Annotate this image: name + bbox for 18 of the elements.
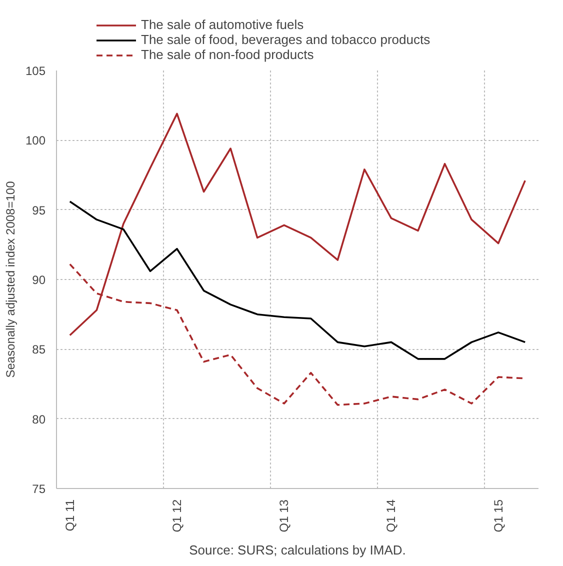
x-tick-label: Q1 12 <box>170 499 184 532</box>
y-tick-label: 105 <box>25 64 46 78</box>
y-tick-label: 75 <box>32 482 46 496</box>
y-axis-title: Seasonally adjusted index 2008=100 <box>3 180 18 378</box>
x-tick-label: Q1 13 <box>277 499 292 532</box>
x-tick-label: Q1 14 <box>384 499 398 532</box>
x-tick-label: Q1 15 <box>491 499 506 532</box>
y-tick-label: 85 <box>32 342 46 357</box>
y-tick-label: 90 <box>32 273 46 287</box>
x-tick-label: Q1 11 <box>62 499 77 532</box>
legend-label: The sale of food, beverages and tobacco products <box>141 32 430 47</box>
y-tick-label: 95 <box>32 203 46 218</box>
y-tick-label: 80 <box>32 412 46 426</box>
line-series <box>68 200 526 360</box>
legend-label: The sale of non-food products <box>141 47 314 62</box>
y-tick-label: 100 <box>25 134 46 148</box>
source-note: Source: SURS; calculations by IMAD. <box>189 542 406 558</box>
legend-label: The sale of automotive fuels <box>141 17 304 32</box>
